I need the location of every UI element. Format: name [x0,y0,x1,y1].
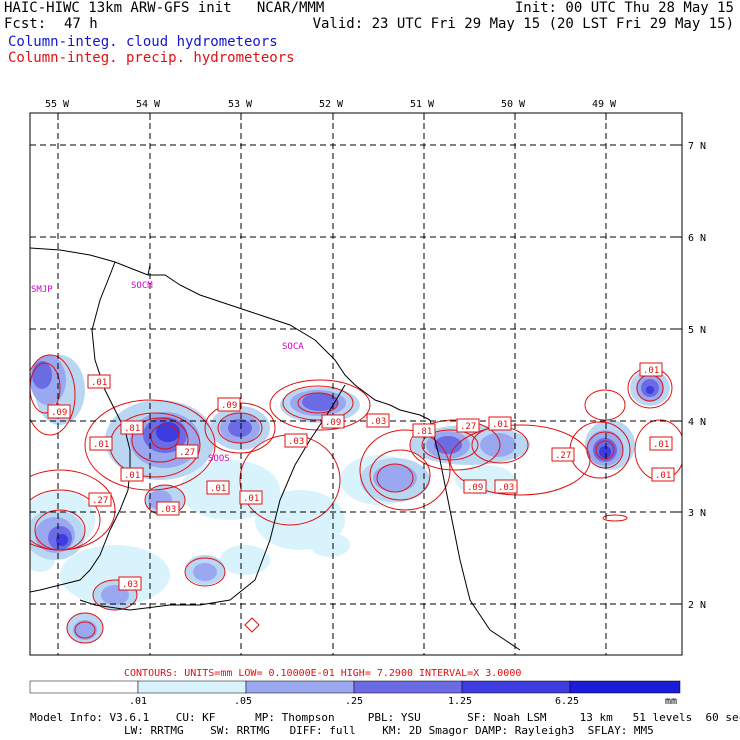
station-label: SOCM [131,281,153,291]
contour-label: .01 [649,436,673,451]
scale-label: .01 [129,696,147,707]
contour-label: .03 [366,413,390,428]
svg-text:.01: .01 [492,420,508,430]
contour-label: .03 [156,501,180,516]
valid-time: Valid: 23 UTC Fri 29 May 15 (20 LST Fri … [312,16,734,32]
contour-label: .01 [89,436,113,451]
contour-label: .01 [651,467,675,482]
svg-text:.09: .09 [467,483,483,493]
lon-label: 52 W [319,99,344,110]
contour-label: .81 [412,423,436,438]
lat-label: 2 N [688,600,706,611]
contour-info: CONTOURS: UNITS=mm LOW= 0.10000E-01 HIGH… [124,668,521,679]
lon-label: 54 W [136,99,161,110]
contour-label: .01 [488,416,512,431]
svg-text:.01: .01 [91,378,107,388]
forecast-label: Fcst: [4,16,47,32]
lat-label: 4 N [688,417,706,428]
contour-label: .27 [175,444,199,459]
lat-label: 3 N [688,508,706,519]
contour-label: .03 [494,479,518,494]
station-label: SMJP [31,285,53,295]
svg-text:.03: .03 [160,505,176,515]
contour-label: .27 [88,492,112,507]
scale-label: 1.25 [448,696,472,707]
scale-label: .25 [345,696,363,707]
lon-label: 51 W [410,99,435,110]
svg-text:.09: .09 [325,418,341,428]
lat-label: 6 N [688,233,706,244]
contour-label: .09 [217,397,241,412]
lat-label: 5 N [688,325,706,336]
contour-label: .81 [120,420,144,435]
lon-label: 50 W [501,99,526,110]
lat-label: 7 N [688,141,706,152]
precip-contours [30,354,682,644]
model-title: HAIC-HIWC 13km ARW-GFS init NCAR/MMM [4,0,325,16]
svg-text:.03: .03 [288,437,304,447]
field-cloud-title: Column-integ. cloud hydrometeors [8,34,278,50]
svg-text:.27: .27 [460,422,476,432]
svg-text:.81: .81 [124,424,140,434]
contour-label: .01 [120,467,144,482]
contour-label: .03 [118,576,142,591]
lon-label: 53 W [228,99,253,110]
contour-label: .09 [47,404,71,419]
contour-label: .03 [284,433,308,448]
svg-text:.01: .01 [243,494,259,504]
contour-label: .01 [239,490,263,505]
model-info-line-1: Model Info: V3.6.1 CU: KF MP: Thompson P… [30,711,740,724]
contour-label: .09 [321,414,345,429]
contour-label: .09 [463,479,487,494]
svg-text:.01: .01 [93,440,109,450]
station-label: SOOS [208,454,230,464]
hydrometeor-shading [30,355,670,643]
svg-text:.01: .01 [653,440,669,450]
field-precip-title: Column-integ. precip. hydrometeors [8,50,295,66]
scale-label: 6.25 [555,696,579,707]
lon-label: 49 W [592,99,617,110]
map-frame [29,112,683,656]
forecast-hour: 47 h [64,16,98,32]
svg-text:.27: .27 [179,448,195,458]
contour-label: .27 [551,447,575,462]
svg-text:.27: .27 [92,496,108,506]
contour-label: .01 [206,480,230,495]
contour-label: .27 [456,418,480,433]
svg-text:.01: .01 [124,471,140,481]
scale-unit: mm [665,696,677,707]
scale-label: .05 [234,696,252,707]
svg-text:.27: .27 [555,451,571,461]
svg-text:.09: .09 [221,401,237,411]
contour-label: .01 [639,362,663,377]
model-info-line-2: LW: RRTMG SW: RRTMG DIFF: full KM: 2D Sm… [124,724,654,737]
svg-text:.01: .01 [655,471,671,481]
lon-label: 55 W [45,99,70,110]
svg-text:.01: .01 [210,484,226,494]
contour-label: .01 [87,374,111,389]
svg-text:.09: .09 [51,408,67,418]
svg-text:.03: .03 [498,483,514,493]
svg-text:.03: .03 [370,417,386,427]
svg-text:.01: .01 [643,366,659,376]
init-time: Init: 00 UTC Thu 28 May 15 [514,0,734,16]
lat-lon-grid [30,113,682,655]
svg-text:.81: .81 [416,427,432,437]
frame-ticks [57,113,682,605]
station-label: SOCA [282,342,304,352]
svg-text:.03: .03 [122,580,138,590]
color-scale [29,680,681,694]
